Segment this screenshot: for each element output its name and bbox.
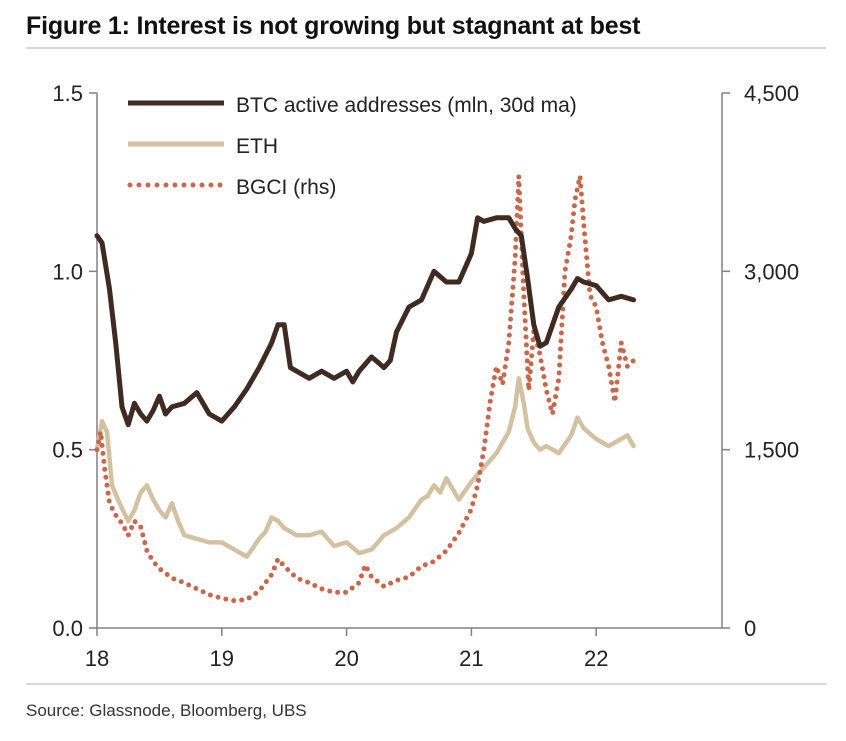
legend-label-eth: ETH (236, 135, 278, 158)
figure-title: Figure 1: Interest is not growing but st… (26, 12, 641, 40)
y-left-tick-label: 0.5 (52, 438, 83, 463)
y-right-tick-label: 4,500 (744, 81, 799, 106)
x-tick-label: 20 (334, 646, 358, 671)
title-divider (26, 47, 826, 49)
x-tick-label: 18 (85, 646, 109, 671)
legend-label-btc: BTC active addresses (mln, 30d ma) (236, 94, 577, 117)
y-right-tick-label: 3,000 (744, 259, 799, 284)
y-left-tick-label: 1.5 (52, 81, 83, 106)
footer-divider (26, 683, 826, 685)
x-tick-label: 19 (210, 646, 234, 671)
y-left-tick-label: 1.0 (52, 259, 83, 284)
x-tick-label: 21 (459, 646, 483, 671)
legend-label-bgci: BGCI (rhs) (236, 176, 336, 199)
y-right-tick-label: 1,500 (744, 438, 799, 463)
y-right-tick-label: 0 (744, 616, 756, 641)
chart-axes: 0.0 0.5 1.0 1.5 0 1,500 3,000 4,500 18 19 20 21 22 (52, 81, 799, 671)
chart-legend: BTC active addresses (mln, 30d ma) ETH B… (127, 94, 577, 199)
series-layer (94, 173, 637, 604)
series-line-bgci (94, 173, 637, 604)
source-note: Source: Glassnode, Bloomberg, UBS (26, 701, 307, 720)
y-left-tick-label: 0.0 (52, 616, 83, 641)
series-line-eth (94, 376, 636, 559)
series-line-btc (94, 215, 637, 428)
x-tick-label: 22 (584, 646, 608, 671)
